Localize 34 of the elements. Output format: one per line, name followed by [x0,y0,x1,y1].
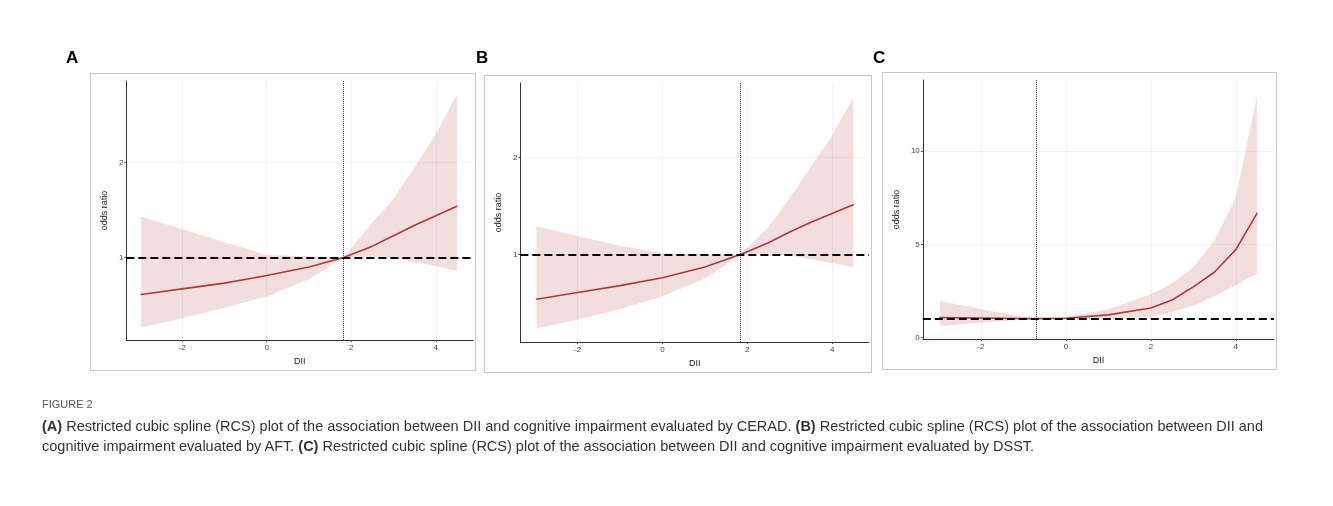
text: (A) Restricted cubic spline (RCS) plot of the association between DII and cognitive impairment evaluated by CERAD. (B) Restricted cubic spline (RCS) plot of the association between DII and cognitive impairment evaluated by AFT. (C) Restricted cubic spline (RCS) plot of the association between DII and cognitive impairment evaluated by DSST. [42,418,1263,454]
y-axis-title: odds ratio [98,190,109,231]
caption: FIGURE 2 [42,398,94,410]
y-tick-label: 1 [512,249,518,259]
line-series [938,212,1258,320]
panel-frame: odds ratio DII 1 2 -2 0 2 4 [90,73,476,371]
x-axis-title: DII [1092,354,1105,365]
x-tick-label: 0 [1063,341,1069,351]
x-tick-label: 4 [829,344,835,354]
chart-title: B [476,48,489,68]
y-tick-label: 10 [910,146,921,156]
line-series [140,205,458,296]
x-tick-label: 2 [349,342,355,352]
x-tick-label: -2 [574,344,582,354]
y-axis-title: odds ratio [890,189,901,230]
chart-title: A [66,48,79,68]
y-tick-label: 1 [118,253,124,263]
x-axis-title: DII [293,355,306,366]
x-tick-label: 4 [433,342,439,352]
x-tick-label: -2 [178,342,187,352]
x-axis-title: DII [688,357,701,368]
x-tick-label: 0 [660,344,666,354]
x-tick-label: 4 [1233,341,1239,351]
x-tick-label: 0 [264,342,270,352]
x-tick-label: -2 [977,341,986,351]
y-tick-label: 5 [915,239,921,249]
chart-title: C [873,48,886,68]
y-axis-title: odds ratio [492,192,503,233]
line-series [535,203,855,301]
panel-frame: odds ratio DII 0 5 10 -2 0 2 4 [882,72,1277,370]
x-tick-label: 2 [1148,341,1154,351]
panel-frame: odds ratio DII 1 2 -2 0 2 4 [484,75,872,373]
x-tick-label: 2 [745,344,751,354]
y-tick-label: 0 [915,332,921,342]
